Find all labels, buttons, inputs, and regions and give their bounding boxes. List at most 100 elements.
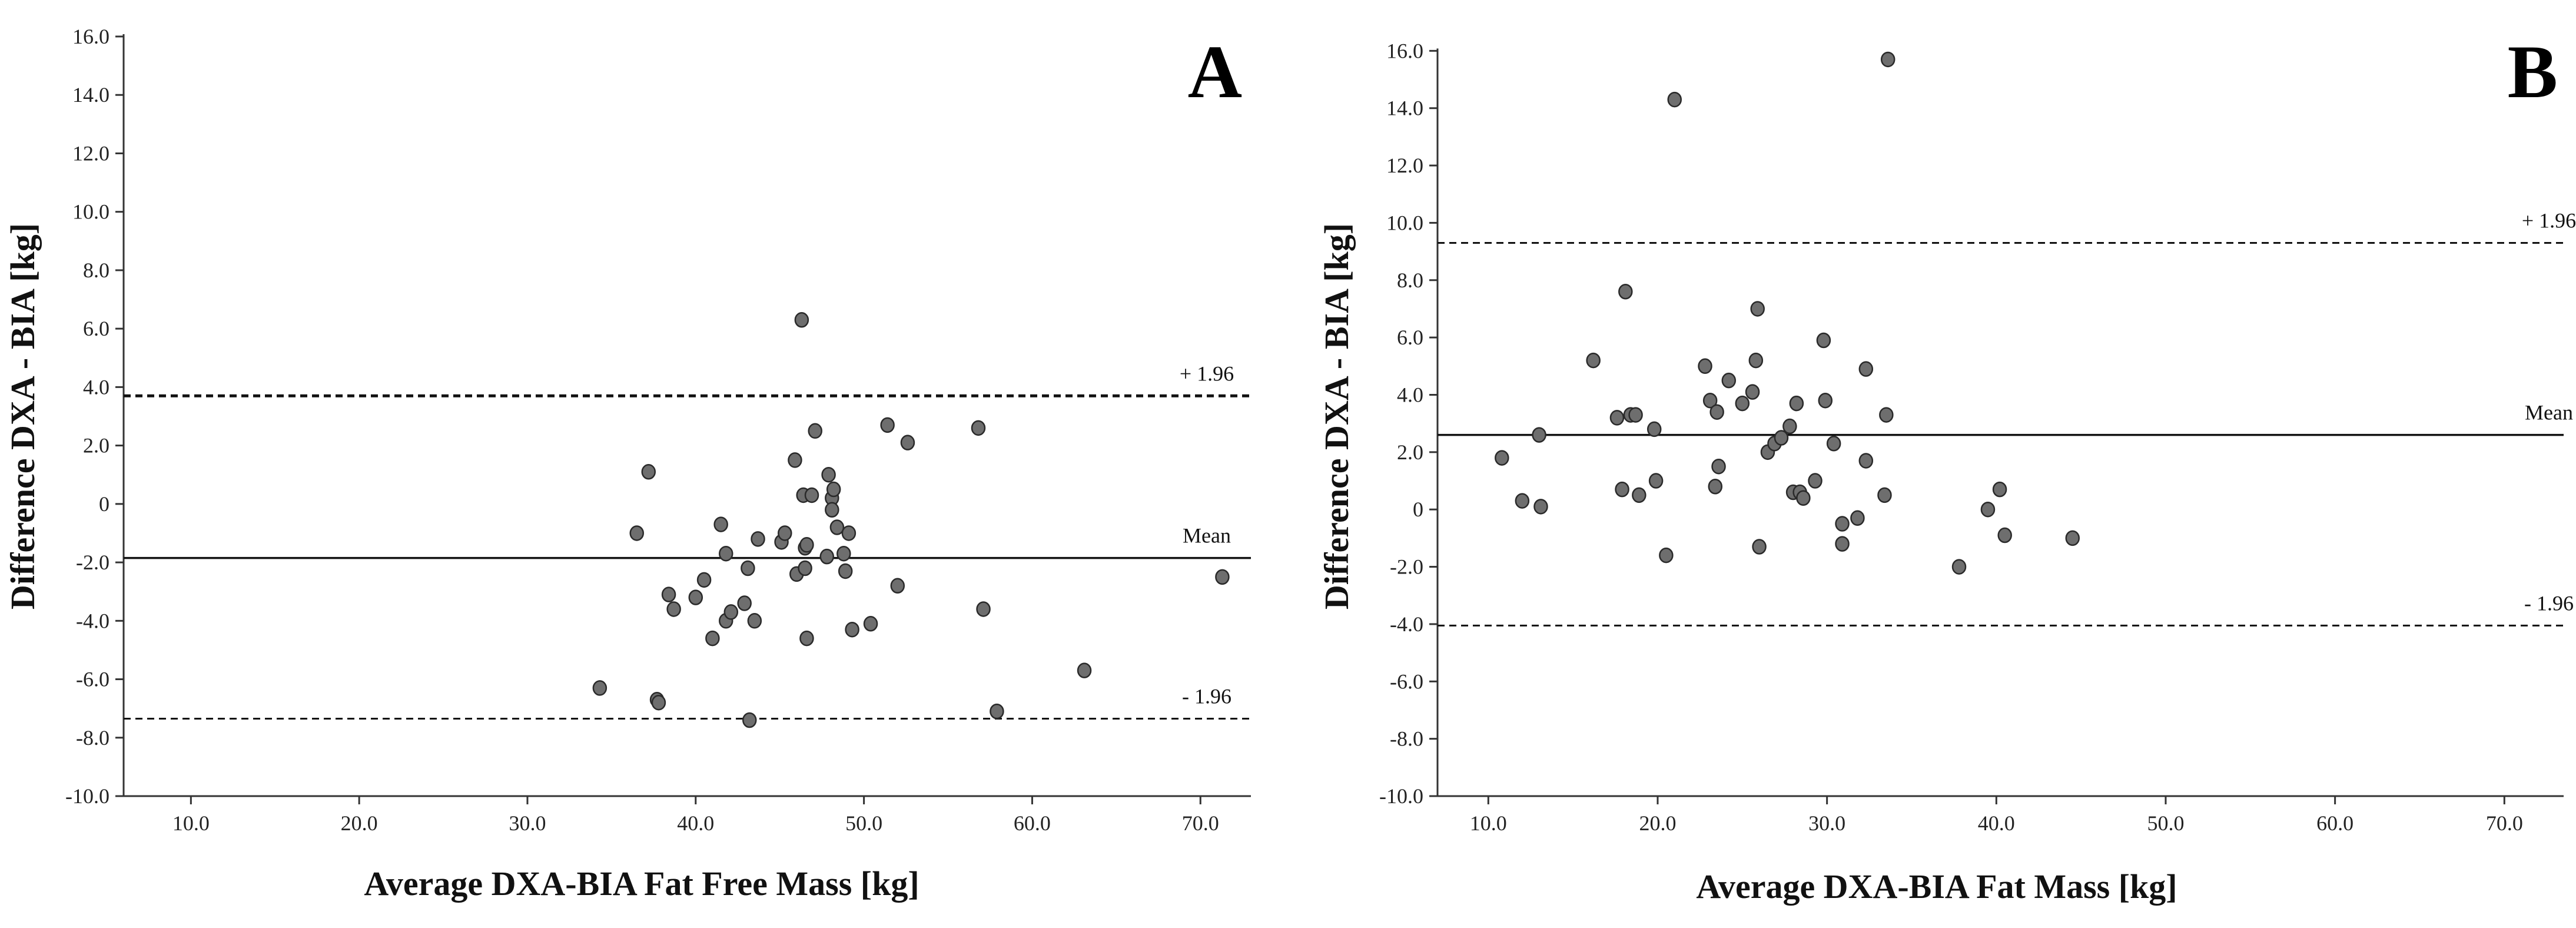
data-point <box>2065 530 2080 546</box>
data-point <box>804 487 819 503</box>
data-point <box>1850 510 1865 526</box>
y-tick-label: 16.0 <box>1386 39 1423 62</box>
x-tick-label: 40.0 <box>1978 811 2015 835</box>
data-point <box>713 516 728 532</box>
data-point <box>1609 410 1625 426</box>
data-point <box>821 466 836 483</box>
y-tick-label: -6.0 <box>1390 670 1423 693</box>
data-point <box>696 572 712 588</box>
y-tick-label: 0 <box>1413 498 1423 521</box>
y-tick-label: 12.0 <box>1386 154 1423 177</box>
y-tick-label: 4.0 <box>1397 383 1423 406</box>
data-point <box>825 502 839 518</box>
data-point <box>863 616 878 632</box>
limit-label: + 1.96 <box>2522 208 2576 232</box>
y-axis-title: Difference DXA - BIA [kg] <box>4 223 42 609</box>
data-point <box>1980 501 1996 518</box>
y-tick-label: 0 <box>99 492 109 516</box>
y-tick-label: 4.0 <box>83 375 109 399</box>
data-point <box>741 560 755 576</box>
y-tick-label: 12.0 <box>72 141 109 165</box>
x-tick-label: 20.0 <box>341 811 378 835</box>
data-point <box>629 525 645 541</box>
data-point <box>1708 479 1723 495</box>
data-point <box>794 312 809 328</box>
x-tick-label: 30.0 <box>509 811 546 835</box>
data-point <box>1628 407 1643 423</box>
data-point <box>747 613 762 629</box>
x-axis-title: Average DXA-BIA Fat Free Mass [kg] <box>364 864 919 903</box>
y-tick-label: -8.0 <box>1390 727 1423 751</box>
data-point <box>1858 453 1874 469</box>
data-point <box>1515 493 1530 509</box>
data-point <box>737 595 752 611</box>
y-tick-label: -2.0 <box>1390 555 1423 579</box>
data-point <box>1702 392 1718 409</box>
data-point <box>1789 395 1804 412</box>
y-tick-label: 6.0 <box>1397 326 1423 349</box>
data-point <box>1879 407 1894 423</box>
panel-label: B <box>2508 30 2558 114</box>
data-point <box>1646 421 1662 438</box>
limit-label: - 1.96 <box>2524 591 2574 615</box>
data-point <box>890 578 905 594</box>
data-point <box>1774 430 1789 446</box>
y-tick-label: 10.0 <box>72 200 109 224</box>
x-tick-label: 40.0 <box>677 811 714 835</box>
data-point <box>1632 487 1646 503</box>
y-tick-label: -2.0 <box>76 551 109 574</box>
x-tick-label: 10.0 <box>1470 811 1507 835</box>
y-tick-label: 2.0 <box>83 434 109 458</box>
y-tick-label: -8.0 <box>76 726 109 750</box>
mean-label: Mean <box>2525 401 2573 425</box>
x-tick-label: 60.0 <box>1014 811 1051 835</box>
data-point <box>1992 481 2007 498</box>
data-point <box>798 560 812 576</box>
data-point <box>1745 384 1760 400</box>
limit-label: - 1.96 <box>1182 685 1231 708</box>
data-point <box>819 548 834 565</box>
y-tick-label: 8.0 <box>83 258 109 282</box>
data-point <box>1782 418 1797 435</box>
data-point <box>1533 499 1548 515</box>
data-point <box>990 703 1004 720</box>
y-axis-title: Difference DXA - BIA [kg] <box>1317 223 1356 609</box>
x-tick-label: 10.0 <box>172 811 210 835</box>
data-point <box>880 417 895 433</box>
y-tick-label: 6.0 <box>83 317 109 340</box>
data-point <box>1711 458 1726 475</box>
data-point <box>1698 358 1712 374</box>
data-point <box>661 586 676 602</box>
data-point <box>808 423 822 439</box>
data-point <box>1858 361 1874 377</box>
data-point <box>1835 516 1850 532</box>
x-tick-label: 30.0 <box>1808 811 1845 835</box>
data-point <box>1808 473 1823 489</box>
data-point <box>1835 536 1850 552</box>
data-point <box>1077 662 1092 678</box>
data-point <box>1796 490 1811 506</box>
y-tick-label: 8.0 <box>1397 269 1423 292</box>
data-point <box>1877 487 1892 503</box>
data-point <box>1615 481 1629 498</box>
limit-label: + 1.96 <box>1180 362 1234 385</box>
x-tick-label: 20.0 <box>1639 811 1676 835</box>
data-point <box>751 531 765 547</box>
panel-a: 16.0 14.0 12.0 10.0 8.0 6.0 4.0 2.0 0 -2.0 -4.0 -6.… <box>4 25 1251 903</box>
data-point <box>826 481 841 498</box>
data-point <box>1752 539 1767 555</box>
data-point <box>688 589 703 605</box>
data-point <box>641 464 656 480</box>
mean-label: Mean <box>1183 524 1231 548</box>
data-point <box>838 563 853 579</box>
y-tick-label: -4.0 <box>1390 612 1423 636</box>
data-point <box>845 621 859 638</box>
data-point <box>742 712 757 728</box>
data-point <box>971 420 986 436</box>
data-point <box>718 545 733 562</box>
data-point <box>976 601 991 617</box>
data-point <box>1721 372 1737 389</box>
data-point <box>1667 91 1682 108</box>
data-point <box>1735 395 1750 412</box>
data-point <box>1748 352 1764 369</box>
